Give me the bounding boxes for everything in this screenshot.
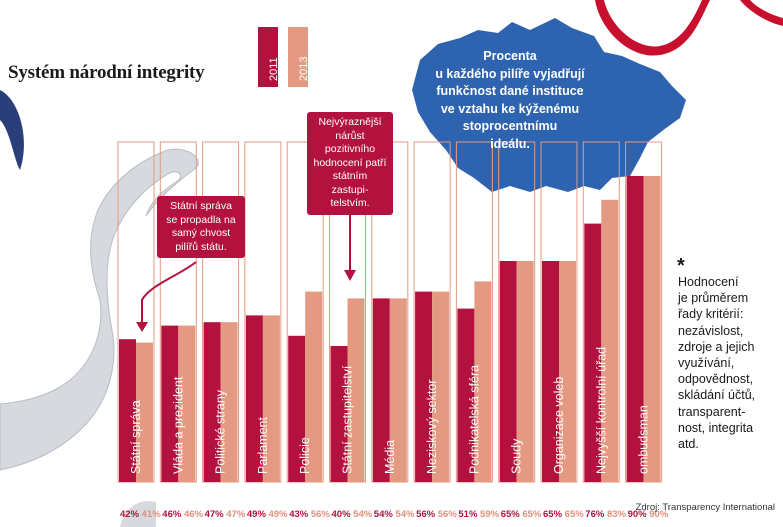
bar-2011-pillar-4 [245,315,263,482]
bar-2011-pillar-2 [161,325,179,482]
bar-2011-pillar-13 [626,176,644,482]
source-note: Zdroj: Transparency International [635,502,775,513]
value-2011-pillar-5: 43% [289,509,311,520]
value-labels-pillar-2: 46% 46% [162,509,203,520]
bar-2011-pillar-9 [457,308,475,482]
value-2011-pillar-11: 65% [543,509,565,520]
value-2013-pillar-7: 54% [395,509,415,520]
bar-2013-pillar-12 [601,199,619,483]
bar-2011-pillar-11 [542,261,559,482]
bar-2013-pillar-9 [474,281,492,482]
value-labels-pillar-10: 65% 65% [501,509,542,520]
value-2011-pillar-7: 54% [374,509,396,520]
value-labels-pillar-8: 56% 56% [416,509,457,520]
callout-public-prosecution: Nejvýraznější nárůst pozitivního hodnoce… [307,112,393,215]
value-2013-pillar-3: 47% [226,509,246,520]
value-2013-pillar-6: 54% [353,509,373,520]
value-2011-pillar-3: 47% [205,509,227,520]
chart-title: Systém národní integrity [8,62,205,83]
legend-2011: 2011 [258,27,280,87]
red-ribbon-decoration [595,0,710,56]
category-label-pillar-2: Vláda a prezident [171,376,185,474]
bar-2011-pillar-8 [415,291,433,482]
bar-2011-pillar-12 [584,223,602,482]
note-text: Hodnocení je průměrem řady kritérií: nez… [678,275,756,452]
category-label-pillar-12: Nejvyšší kontrolní úřad [594,347,608,474]
value-labels-pillar-11: 65% 65% [543,509,584,520]
value-2011-pillar-4: 49% [247,509,269,520]
bar-2013-pillar-5 [305,291,323,482]
category-label-pillar-10: Soudy [510,438,524,474]
value-2013-pillar-9: 59% [480,509,500,520]
value-2013-pillar-13: 90% [649,509,669,520]
category-label-pillar-8: Neziskový sektor [425,380,439,474]
value-2011-pillar-10: 65% [501,509,523,520]
czech-map-shape [412,18,686,192]
value-2013-pillar-12: 83% [607,509,627,520]
bar-2011-pillar-5 [288,335,306,482]
bar-2013-pillar-8 [432,291,450,482]
value-2013-pillar-10: 65% [522,509,542,520]
note-asterisk: * [677,255,685,277]
bar-2013-pillar-2 [178,325,196,482]
value-2011-pillar-9: 51% [458,509,480,520]
bar-2013-pillar-4 [262,315,280,482]
map-description: Procenta u každého pilíře vyjadřují funk… [435,49,585,151]
bar-2013-pillar-6 [347,298,365,482]
value-labels-pillar-4: 49% 49% [247,509,288,520]
legend-2013: 2013 [288,27,310,87]
value-labels-pillar-1: 42% 41% [120,509,161,520]
callout-arrow-left [141,261,197,326]
bar-2013-pillar-10 [516,261,534,482]
value-labels-pillar-9: 51% 59% [458,509,499,520]
bar-2011-pillar-3 [203,322,221,482]
category-label-pillar-1: Státní správa [129,400,143,474]
category-label-pillar-9: Podnikatelská sféra [467,365,481,474]
value-labels-pillar-6: 40% 54% [332,509,373,520]
bar-2013-pillar-11 [559,261,576,482]
bar-2011-pillar-6 [330,346,348,482]
category-label-pillar-4: Parlament [256,417,270,474]
category-label-pillar-5: Policie [298,437,312,474]
value-2011-pillar-13: 90% [628,509,650,520]
grey-tentacle-bottom [120,501,156,527]
bar-2013-pillar-13 [643,176,661,482]
callout-arrow-left-head [136,322,148,332]
bar-2013-pillar-1 [136,342,153,482]
category-label-pillar-6: Státní zastupitelství [341,365,355,474]
value-2011-pillar-6: 40% [332,509,354,520]
bar-2011-pillar-7 [372,298,390,482]
value-2011-pillar-12: 76% [585,509,607,520]
value-2011-pillar-2: 46% [162,509,184,520]
value-labels-pillar-7: 54% 54% [374,509,415,520]
grey-tentacle-decoration [0,148,199,471]
value-labels-pillar-5: 43% 56% [289,509,330,520]
value-2013-pillar-11: 65% [565,509,585,520]
value-2013-pillar-8: 56% [438,509,458,520]
blue-tentacle-decoration [0,90,24,170]
category-label-pillar-3: Politické strany [214,389,228,474]
value-labels-pillar-13: 90% 90% [628,509,669,520]
bar-2011-pillar-10 [499,261,517,482]
value-labels-pillar-3: 47% 47% [205,509,246,520]
callout-state-administration: Státní správa se propadla na samý chvost… [157,196,245,258]
value-2013-pillar-2: 46% [184,509,204,520]
callout-arrow-middle-head [344,270,356,281]
bar-2013-pillar-7 [389,298,407,482]
value-2013-pillar-5: 56% [311,509,331,520]
category-label-pillar-7: Média [383,440,397,474]
value-2011-pillar-1: 42% [120,509,142,520]
value-2013-pillar-1: 41% [142,509,162,520]
bar-2011-pillar-1 [119,339,136,482]
category-label-pillar-13: ombudsman [637,405,651,474]
red-ribbon-decoration-2 [740,0,783,26]
value-labels-pillar-12: 76% 83% [585,509,626,520]
value-2011-pillar-8: 56% [416,509,438,520]
category-label-pillar-11: Organizace voleb [552,377,566,474]
bar-2013-pillar-3 [220,322,238,482]
value-2013-pillar-4: 49% [269,509,289,520]
